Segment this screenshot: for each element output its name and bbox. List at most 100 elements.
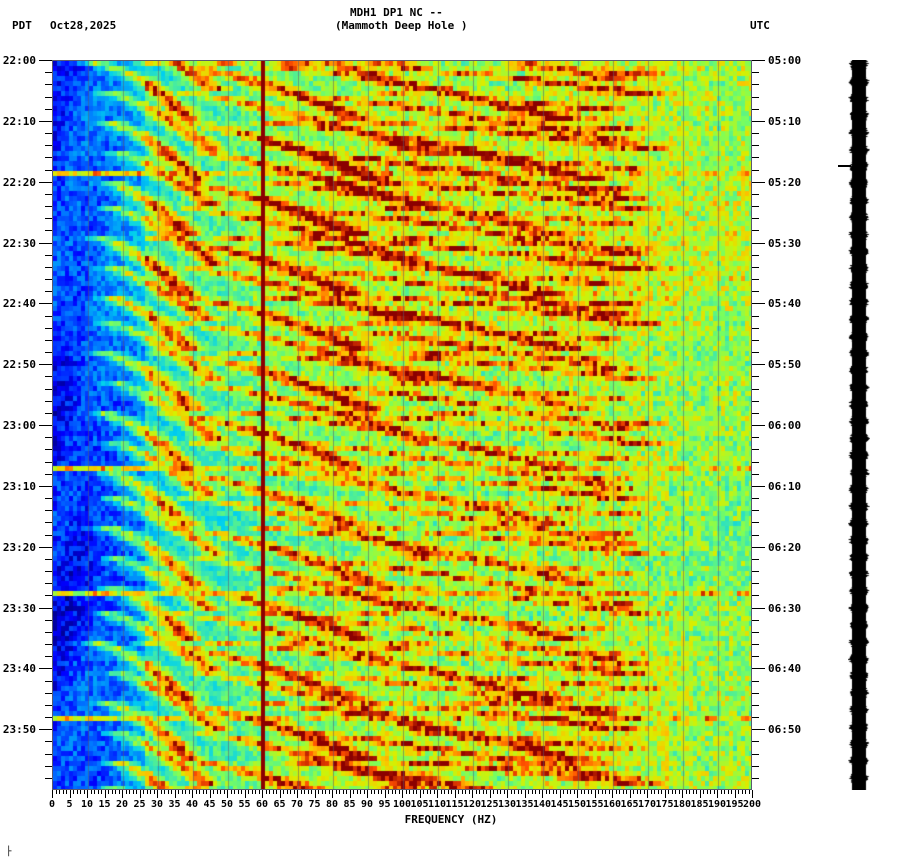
x-axis-tick-label-130: 130 [497, 799, 517, 810]
y-axis-right-minor-tick [752, 704, 759, 706]
y-axis-right-minor-tick [752, 279, 759, 280]
x-axis-tick [699, 790, 701, 798]
y-axis-left-label-10: 23:40 [2, 662, 36, 676]
x-axis-minor-tick [73, 790, 74, 794]
x-axis-minor-tick [713, 790, 715, 794]
x-axis-minor-tick [167, 790, 169, 794]
y-axis-left-tick [39, 425, 52, 426]
y-axis-left-minor-tick [45, 498, 52, 499]
x-axis-tick-label-135: 135 [515, 799, 534, 810]
y-axis-right-minor-tick [752, 473, 759, 475]
x-axis-tick-label-105: 105 [410, 799, 429, 810]
y-axis-left-minor-tick [45, 108, 52, 110]
y-axis-right-minor-tick [752, 315, 759, 317]
y-axis-left-minor-tick [45, 777, 52, 779]
x-axis-tick [577, 790, 578, 798]
x-axis-minor-tick [286, 790, 288, 794]
y-axis-left-label-0: 22:00 [2, 54, 36, 67]
x-axis-minor-tick [293, 790, 295, 794]
y-axis-left-label-5: 22:50 [2, 358, 36, 372]
x-axis-minor-tick [430, 790, 431, 794]
x-axis-tick [682, 790, 683, 798]
x-axis-tick [384, 790, 386, 798]
x-axis-minor-tick [668, 790, 669, 794]
y-axis-right-minor-tick [752, 522, 759, 524]
x-axis-minor-tick [311, 790, 312, 794]
x-axis-minor-tick [388, 790, 389, 794]
y-axis-right-minor-tick [752, 583, 759, 585]
y-axis-left-minor-tick [45, 717, 52, 718]
x-axis-minor-tick [563, 790, 564, 794]
x-axis-minor-tick [206, 790, 207, 794]
x-axis-tick [349, 790, 351, 798]
x-axis-minor-tick [178, 790, 179, 794]
page-title: MDH1 DP1 NC -- [350, 6, 443, 19]
y-axis-right-minor-tick [752, 230, 759, 232]
trace-time-marker [838, 165, 851, 167]
y-axis-right-label-1: 05:10 [768, 114, 802, 128]
y-axis-right-minor-tick [752, 400, 759, 402]
x-axis-minor-tick [290, 790, 291, 794]
x-axis-tick [332, 790, 333, 798]
x-axis-tick [647, 790, 648, 798]
x-axis-minor-tick [510, 790, 512, 794]
x-axis-minor-tick [633, 790, 634, 794]
x-axis-tick-label-55: 55 [238, 799, 251, 810]
x-axis-tick [559, 790, 561, 798]
y-axis-right-minor-tick [752, 412, 759, 414]
x-axis-minor-tick [80, 790, 81, 794]
x-axis-minor-tick [409, 790, 410, 794]
x-axis-minor-tick [269, 790, 270, 794]
spectrogram-image [53, 61, 751, 789]
x-axis-minor-tick [643, 790, 645, 794]
x-axis-minor-tick [153, 790, 155, 794]
x-axis-title: FREQUENCY (HZ) [404, 813, 498, 826]
y-axis-right-minor-tick [752, 169, 759, 171]
x-axis-tick-label-70: 70 [290, 799, 304, 810]
y-axis-left-minor-tick [45, 218, 52, 220]
x-axis-tick [507, 790, 508, 798]
x-axis-tick [87, 790, 88, 798]
x-axis-tick-label-200: 200 [742, 799, 762, 810]
x-axis-tick-label-35: 35 [168, 799, 181, 810]
y-axis-right-minor-tick [752, 388, 759, 390]
y-axis-right-tick [752, 242, 765, 244]
x-axis-minor-tick [307, 790, 309, 794]
y-axis-right-minor-tick [752, 449, 759, 451]
x-axis-minor-tick [381, 790, 382, 794]
x-axis-minor-tick [230, 790, 232, 794]
x-axis-minor-tick [412, 790, 414, 794]
x-axis-minor-tick [661, 790, 662, 794]
x-axis-minor-tick [185, 790, 186, 794]
x-axis-minor-tick [328, 790, 330, 794]
x-axis-tick-label-155: 155 [585, 799, 604, 810]
x-axis-tick-label-100: 100 [392, 799, 412, 810]
x-axis-minor-tick [601, 790, 603, 794]
y-axis-left-minor-tick [45, 765, 52, 767]
y-axis-right-minor-tick [752, 644, 759, 645]
y-axis-left-minor-tick [45, 449, 52, 451]
x-axis-tick [279, 790, 281, 798]
y-axis-right-minor-tick [752, 631, 759, 633]
x-axis-minor-tick [552, 790, 554, 794]
x-axis-tick [752, 790, 753, 798]
x-axis-tick [244, 790, 246, 798]
y-axis-right-minor-tick [752, 595, 759, 597]
x-axis-tick-label-195: 195 [725, 799, 744, 810]
y-axis-left-minor-tick [45, 631, 52, 633]
x-axis-minor-tick [164, 790, 165, 794]
x-axis-minor-tick [360, 790, 361, 794]
x-axis-minor-tick [675, 790, 676, 794]
x-axis-minor-tick [535, 790, 536, 794]
y-axis-left-minor-tick [45, 412, 52, 414]
x-axis-tick-label-180: 180 [672, 799, 692, 810]
y-axis-left-tick [39, 303, 52, 305]
x-axis-minor-tick [62, 790, 64, 794]
y-axis-right-tick [752, 485, 765, 487]
x-axis-minor-tick [531, 790, 533, 794]
y-axis-right-minor-tick [752, 157, 759, 159]
x-axis-tick [227, 790, 228, 798]
y-axis-left-tick [39, 668, 52, 670]
x-axis-minor-tick [727, 790, 729, 794]
x-axis-minor-tick [136, 790, 137, 794]
